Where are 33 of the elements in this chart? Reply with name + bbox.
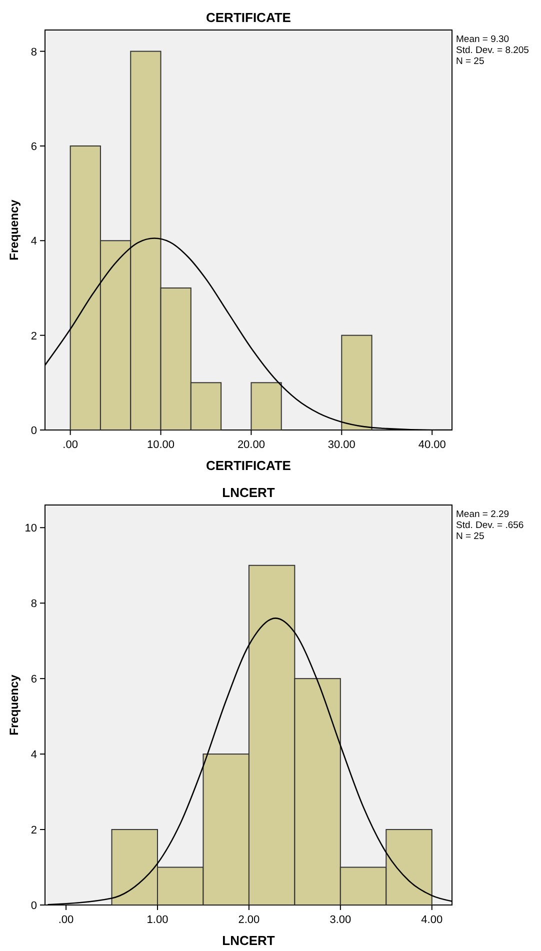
x-tick-label: 2.00	[238, 914, 260, 926]
text: N = 25	[456, 531, 484, 542]
y-tick-label: 4	[30, 236, 37, 248]
text: N = 25	[456, 56, 484, 67]
x-tick-label: 1.00	[146, 914, 168, 926]
y-axis-title: Frequency	[7, 199, 21, 260]
chart-title: LNCERT	[222, 485, 275, 500]
text: Std. Dev. = .656	[456, 520, 524, 531]
y-tick-label: 0	[30, 425, 37, 437]
y-tick-label: 2	[30, 330, 37, 342]
y-tick-label: 2	[30, 824, 37, 837]
y-tick-label: 10	[24, 522, 37, 535]
y-axis-title: Frequency	[7, 674, 21, 736]
y-tick-label: 6	[30, 674, 37, 686]
text: Std. Dev. = 8.205	[456, 45, 529, 56]
y-tick-label: 6	[30, 140, 37, 153]
y-tick-label: 0	[30, 900, 37, 912]
x-tick-label: 3.00	[330, 914, 352, 926]
text: Mean = 9.30	[456, 34, 510, 45]
y-tick-label: 8	[30, 598, 37, 610]
x-axis-title: CERTIFICATE	[206, 458, 292, 473]
x-tick-label: .00	[62, 439, 78, 451]
x-tick-label: 4.00	[421, 914, 443, 926]
chart-title: CERTIFICATE	[206, 10, 292, 25]
x-tick-label: 10.00	[147, 439, 175, 451]
y-tick-label: 4	[30, 749, 37, 762]
x-axis-title: LNCERT	[222, 933, 275, 948]
x-tick-label: 40.00	[418, 439, 446, 451]
text: Mean = 2.29	[456, 509, 510, 520]
x-tick-label: .00	[58, 914, 74, 926]
x-tick-label: 20.00	[237, 439, 265, 451]
x-tick-label: 30.00	[328, 439, 356, 451]
y-tick-label: 8	[30, 46, 37, 58]
